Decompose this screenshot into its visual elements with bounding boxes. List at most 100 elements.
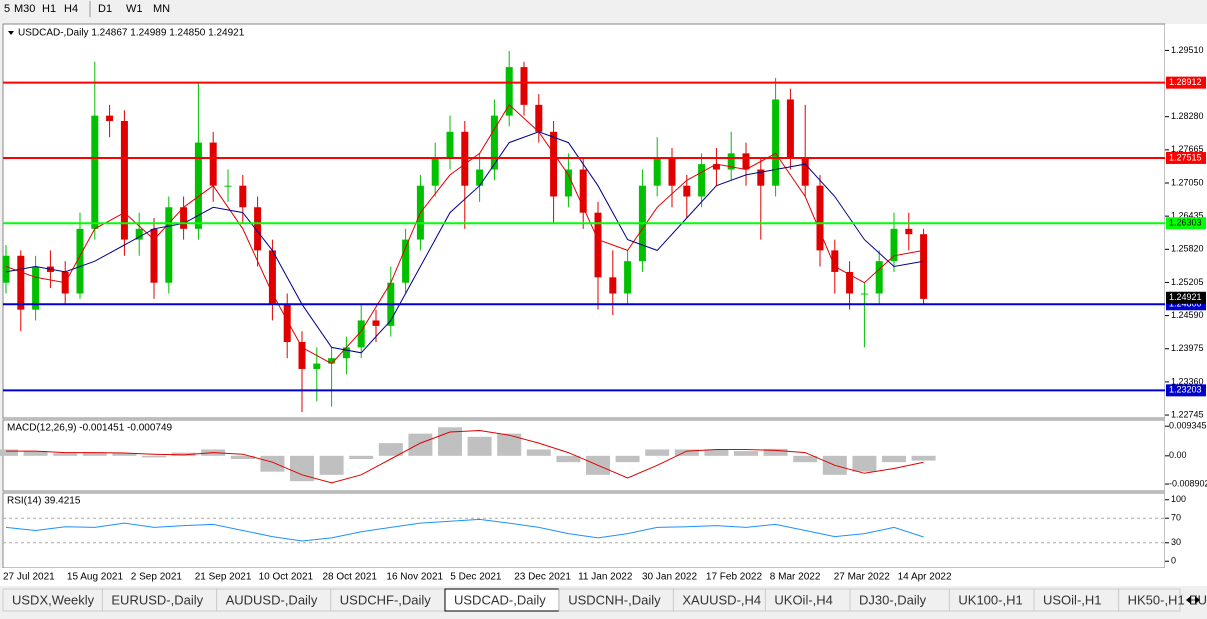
y-tick-label: 1.28280 xyxy=(1171,111,1204,121)
candle-body xyxy=(905,228,913,235)
level-label: 1.28912 xyxy=(1169,77,1202,87)
candle-body xyxy=(357,320,365,348)
tab-label[interactable]: DJ30-,Daily xyxy=(859,592,927,607)
level-label-box xyxy=(1166,76,1206,89)
macd-bar xyxy=(704,449,729,456)
candle-body xyxy=(32,266,40,310)
candle-body xyxy=(860,293,868,295)
macd-bar xyxy=(793,455,818,463)
candle-body xyxy=(283,304,291,343)
candle-body xyxy=(624,261,632,294)
candle-body xyxy=(224,185,232,187)
macd-header: MACD(12,26,9) -0.001451 -0.000749 xyxy=(7,423,173,434)
candle-body xyxy=(757,169,765,186)
macd-bar xyxy=(112,453,137,456)
macd-signal xyxy=(6,429,924,484)
timeframe-button[interactable]: MN xyxy=(153,3,170,15)
tab-label[interactable]: EURUSD-,Daily xyxy=(111,592,203,607)
macd-bar xyxy=(526,449,551,456)
macd-bar xyxy=(763,448,788,456)
header-arrow xyxy=(8,31,14,35)
date-label: 10 Oct 2021 xyxy=(259,572,314,583)
macd-bar xyxy=(911,455,936,461)
tab-scroll-left[interactable] xyxy=(1186,596,1191,604)
tab-label[interactable]: USDCHF-,Daily xyxy=(340,592,432,607)
candle-body xyxy=(727,153,735,170)
candle-body xyxy=(683,185,691,197)
candle-body xyxy=(372,320,380,326)
date-label: 23 Dec 2021 xyxy=(514,572,571,583)
candle-body xyxy=(239,185,247,208)
macd-bar xyxy=(556,455,581,463)
macd-bar xyxy=(734,451,758,456)
tab[interactable] xyxy=(1118,588,1181,612)
tab-label[interactable]: USDX,Weekly xyxy=(12,592,95,607)
candle-body xyxy=(668,158,676,186)
candle-body xyxy=(209,142,217,186)
timeframe-button[interactable]: H1 xyxy=(42,3,56,15)
candle-body xyxy=(120,121,128,240)
candle-body xyxy=(135,228,143,240)
y-tick-label: 70 xyxy=(1171,513,1181,523)
macd-pane xyxy=(2,419,1166,492)
macd-bar xyxy=(260,455,285,472)
candle-body xyxy=(786,99,794,159)
timeframe-button[interactable]: M30 xyxy=(14,3,35,15)
tab-label[interactable]: UKOil-,H4 xyxy=(774,592,833,607)
y-tick-label: 1.22745 xyxy=(1171,409,1204,419)
macd-bar xyxy=(349,455,374,459)
candle-body xyxy=(505,67,513,116)
macd-bar xyxy=(645,449,670,456)
candle-body xyxy=(801,158,809,186)
y-tick-label: 30 xyxy=(1171,537,1181,547)
candle-body xyxy=(106,115,114,122)
macd-bar xyxy=(852,455,877,472)
timeframe-button[interactable]: 5 xyxy=(4,3,10,15)
date-label: 15 Aug 2021 xyxy=(67,572,124,583)
candle-body xyxy=(342,347,350,359)
candle-body xyxy=(831,250,839,272)
timeframe-button[interactable]: H4 xyxy=(64,3,78,15)
tab-label[interactable]: USDCNH-,Daily xyxy=(568,592,661,607)
rsi-header: RSI(14) 39.4215 xyxy=(7,496,81,507)
timeframe-button[interactable]: W1 xyxy=(126,3,143,15)
tab-scroll-right[interactable] xyxy=(1195,596,1200,604)
tab-label[interactable]: USDCAD-,Daily xyxy=(454,592,546,607)
candle-body xyxy=(402,239,410,283)
y-tick-label: 1.25205 xyxy=(1171,277,1204,287)
level-label-box xyxy=(1166,384,1206,397)
date-label: 2 Sep 2021 xyxy=(131,572,183,583)
tab-label[interactable]: HK50-,H1 xyxy=(1128,592,1185,607)
macd-bar xyxy=(467,436,492,456)
date-label: 5 Dec 2021 xyxy=(450,572,502,583)
y-tick-label: -0.008902 xyxy=(1169,478,1207,488)
date-label: 27 Jul 2021 xyxy=(3,572,55,583)
date-axis xyxy=(0,568,1207,586)
macd-bar xyxy=(378,443,403,456)
current-price-box xyxy=(1166,291,1206,304)
date-label: 14 Apr 2022 xyxy=(898,572,952,583)
macd-bar xyxy=(23,451,48,456)
macd-bar xyxy=(0,449,18,456)
candle-body xyxy=(91,115,99,229)
candle-body xyxy=(890,228,898,262)
tab-label[interactable]: AUDUSD-,Daily xyxy=(226,592,318,607)
y-tick-label: 100 xyxy=(1171,494,1186,504)
candle-body xyxy=(2,255,10,283)
tab-label[interactable]: UK100-,H1 xyxy=(958,592,1022,607)
timeframe-button[interactable]: D1 xyxy=(98,3,112,15)
y-tick-label: 1.24590 xyxy=(1171,310,1204,320)
candle-body xyxy=(254,207,262,251)
candle-body xyxy=(476,169,484,186)
candle-body xyxy=(875,261,883,294)
candle-body xyxy=(772,99,780,186)
candle-body xyxy=(698,164,706,197)
candle-body xyxy=(180,207,188,229)
level-label-box xyxy=(1166,151,1206,164)
tab-label[interactable]: USOil-,H1 xyxy=(1043,592,1102,607)
candle-body xyxy=(165,207,173,283)
macd-bar xyxy=(171,452,196,456)
tab-label[interactable]: XAUUSD-,H4 xyxy=(682,592,761,607)
rsi-line xyxy=(5,518,924,542)
ma-slow xyxy=(5,131,924,354)
